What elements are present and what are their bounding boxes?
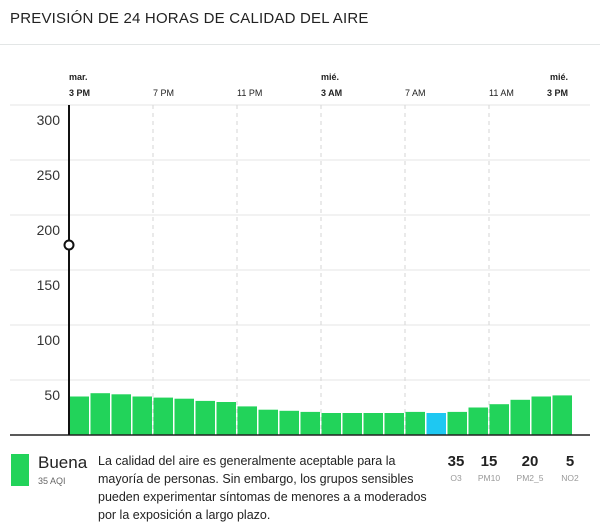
description: La calidad del aire es generalmente acep… xyxy=(98,454,427,522)
chart: 50 100 150 200 250 300 3 PM 7 PM 11 PM 3 AM 7 AM 11… xyxy=(10,72,590,436)
bar xyxy=(237,406,257,435)
bar xyxy=(447,411,467,435)
x-tick-label: 11 PM xyxy=(237,88,262,98)
bar xyxy=(153,397,173,435)
divider xyxy=(0,44,600,45)
pollutant-value: 20 xyxy=(521,453,539,470)
bar xyxy=(363,413,383,435)
bar xyxy=(489,404,509,435)
bar xyxy=(426,413,446,435)
pollutant: 5 NO2 xyxy=(550,453,590,483)
bar xyxy=(321,413,341,435)
y-tick-label: 50 xyxy=(44,387,60,403)
bar xyxy=(510,399,530,435)
aqi: 35 AQI xyxy=(38,476,66,486)
x-tick-label: 7 AM xyxy=(405,88,426,98)
category-swatch xyxy=(11,454,29,486)
y-tick-label: 200 xyxy=(37,222,61,238)
pollutant-name: PM2_5 xyxy=(516,473,544,483)
bar xyxy=(384,413,404,435)
day-label: mié. xyxy=(321,72,339,82)
bar xyxy=(111,394,131,435)
y-tick-label: 300 xyxy=(37,112,61,128)
title: PREVISIÓN DE 24 HORAS DE CALIDAD DEL AIR… xyxy=(10,10,369,27)
pollutant-value: 35 xyxy=(447,453,465,470)
bar xyxy=(132,396,152,435)
x-tick-label: 11 AM xyxy=(489,88,514,98)
y-tick-label: 150 xyxy=(37,277,61,293)
bar xyxy=(468,407,488,435)
category: Buena xyxy=(38,453,88,472)
day-label: mié. xyxy=(550,72,568,82)
bar xyxy=(258,409,278,435)
pollutant-name: NO2 xyxy=(561,473,579,483)
bar xyxy=(300,411,320,435)
y-tick-label: 250 xyxy=(37,167,61,183)
x-tick-label: 7 PM xyxy=(153,88,174,98)
bar xyxy=(531,396,551,435)
x-tick-label: 3 AM xyxy=(321,88,342,98)
pollutant: 15 PM10 xyxy=(469,453,509,483)
bar xyxy=(69,396,89,435)
pollutant-name: O3 xyxy=(450,473,462,483)
bar xyxy=(342,413,362,435)
bar xyxy=(216,402,236,435)
day-label: mar. xyxy=(69,72,88,82)
pollutant-name: PM10 xyxy=(477,473,501,483)
x-tick-label: 3 PM xyxy=(69,88,90,98)
bar xyxy=(195,400,215,435)
pollutant-value: 15 xyxy=(480,453,498,470)
x-tick-label: 3 PM xyxy=(547,88,568,98)
pollutant: 20 PM2_5 xyxy=(510,453,550,483)
y-tick-label: 100 xyxy=(37,332,61,348)
bar xyxy=(90,393,110,435)
cursor-handle xyxy=(63,239,75,251)
bar xyxy=(552,395,572,435)
bar xyxy=(405,411,425,435)
bar xyxy=(174,398,194,435)
pollutant-value: 5 xyxy=(565,453,575,470)
bar xyxy=(279,410,299,435)
pollutant: 35 O3 xyxy=(436,453,476,483)
